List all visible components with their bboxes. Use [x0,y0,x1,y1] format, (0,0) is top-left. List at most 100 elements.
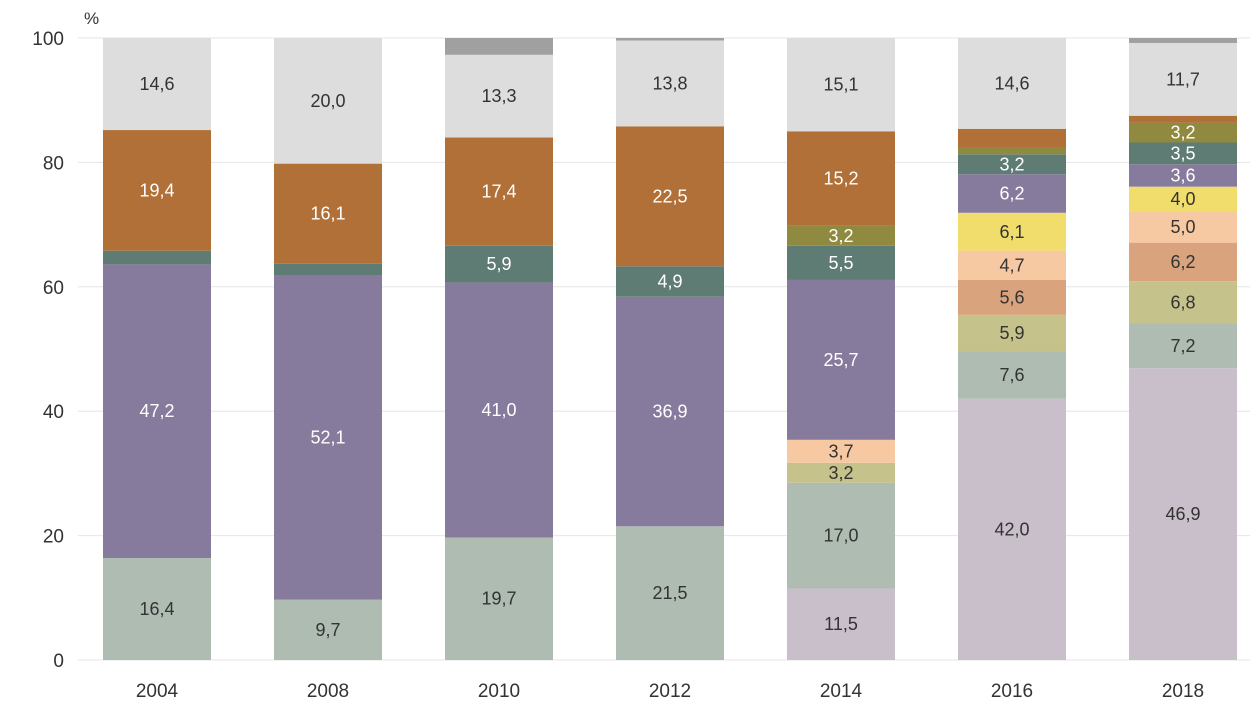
data-label: 52,1 [310,428,345,448]
bar-segment [103,250,211,265]
data-label: 25,7 [823,350,858,370]
bar-segment [787,462,895,483]
bar-segment [1129,323,1237,369]
data-label: 5,6 [999,287,1024,307]
y-axis: % 0 20 40 60 80 100 [32,9,99,672]
bar-segment [616,40,724,127]
bar-segment [445,245,553,283]
bar-segment [616,126,724,267]
data-label: 9,7 [315,620,340,640]
data-label: 13,3 [481,86,516,106]
y-tick-label: 20 [43,527,64,548]
bar-segment [103,130,211,251]
data-label: 16,1 [310,204,345,224]
bar-segment [103,38,211,131]
data-label: 3,2 [828,226,853,246]
bar-segment [787,38,895,132]
data-label: 4,9 [657,272,682,292]
bar-segment [445,54,553,138]
bar-stack-2010: 19,7 41,0 5,9 17,4 13,3 [445,38,553,660]
y-unit-label: % [84,9,99,28]
y-tick-label: 80 [43,153,64,174]
bar-stack-2012: 21,5 36,9 4,9 22,5 13,8 [616,38,724,660]
data-label: 5,0 [1170,217,1195,237]
bar-segment [958,398,1066,660]
bar-segment [445,38,553,55]
x-tick-label: 2016 [991,681,1033,701]
bar-segment [958,351,1066,399]
data-label: 3,2 [1170,123,1195,143]
bar-segment [274,275,382,600]
bar-segment [445,282,553,538]
bar-segment [958,128,1066,148]
data-label: 6,8 [1170,292,1195,312]
x-tick-label: 2012 [649,681,691,701]
data-label: 20,0 [310,91,345,111]
data-label: 4,7 [999,255,1024,275]
data-label: 5,9 [486,254,511,274]
data-label: 15,2 [823,169,858,189]
bar-segment [445,137,553,246]
data-label: 6,1 [999,222,1024,242]
data-label: 14,6 [994,73,1029,93]
bar-segment [1129,115,1237,123]
bar-segment [1129,211,1237,243]
bar-stack-2004: 16,4 47,2 19,4 14,6 [103,38,211,660]
bar-segment [1129,368,1237,660]
bar-segment [958,279,1066,315]
bar-stack-2008: 9,7 52,1 16,1 20,0 [274,38,382,660]
bar-segment [616,296,724,527]
y-tick-label: 60 [43,278,64,299]
data-label: 47,2 [139,401,174,421]
bar-segment [787,245,895,280]
bar-segment [958,174,1066,213]
bar-stack-2016: 42,0 7,6 5,9 5,6 4,7 6,1 6,2 3,2 14,6 [958,38,1066,660]
bar-stack-2018: 46,9 7,2 6,8 6,2 5,0 4,0 3,63,53,2 11,7 [1129,38,1237,660]
data-label: 15,1 [823,75,858,95]
bar-segment [1129,142,1237,165]
data-label: 13,8 [652,73,687,93]
bar-segment [616,266,724,297]
bar-segment [1129,38,1237,43]
bar-stack-2014: 11,517,03,23,725,75,53,215,215,1 [787,38,895,660]
bar-segment [1129,122,1237,143]
y-tick-label: 40 [43,402,64,423]
bar-segment [274,263,382,276]
bar-segment [445,537,553,660]
bar-segment [1129,281,1237,324]
data-label: 4,0 [1170,189,1195,209]
data-label: 11,7 [1166,69,1200,89]
data-label: 19,7 [481,589,516,609]
bar-segment [274,163,382,264]
data-label: 36,9 [652,402,687,422]
bar-segment [616,38,724,41]
y-tick-label: 0 [53,651,64,672]
data-label: 14,6 [139,74,174,94]
data-label: 42,0 [994,519,1029,539]
bar-segment [787,225,895,246]
bar-segment [274,38,382,164]
data-label: 3,7 [828,441,853,461]
data-label: 3,2 [999,154,1024,174]
y-tick-label: 100 [32,29,64,50]
data-label: 3,2 [828,463,853,483]
data-label: 6,2 [999,184,1024,204]
bar-segment [958,38,1066,129]
data-label: 3,5 [1170,143,1195,163]
bar-segment [1129,242,1237,282]
x-tick-label: 2004 [136,681,179,701]
bar-segment [616,526,724,660]
data-label: 7,2 [1170,336,1195,356]
data-label: 21,5 [652,583,687,603]
data-label: 5,9 [999,323,1024,343]
data-label: 41,0 [481,400,516,420]
data-label: 16,4 [139,599,174,619]
bar-segment [103,264,211,558]
x-axis: 2004 2008 2010 2012 2014 2016 2018 [136,681,1204,701]
bar-segment [958,147,1066,155]
bar-segment [787,131,895,226]
bar-segment [1129,186,1237,212]
data-label: 17,0 [823,526,858,546]
data-label: 19,4 [139,180,174,200]
